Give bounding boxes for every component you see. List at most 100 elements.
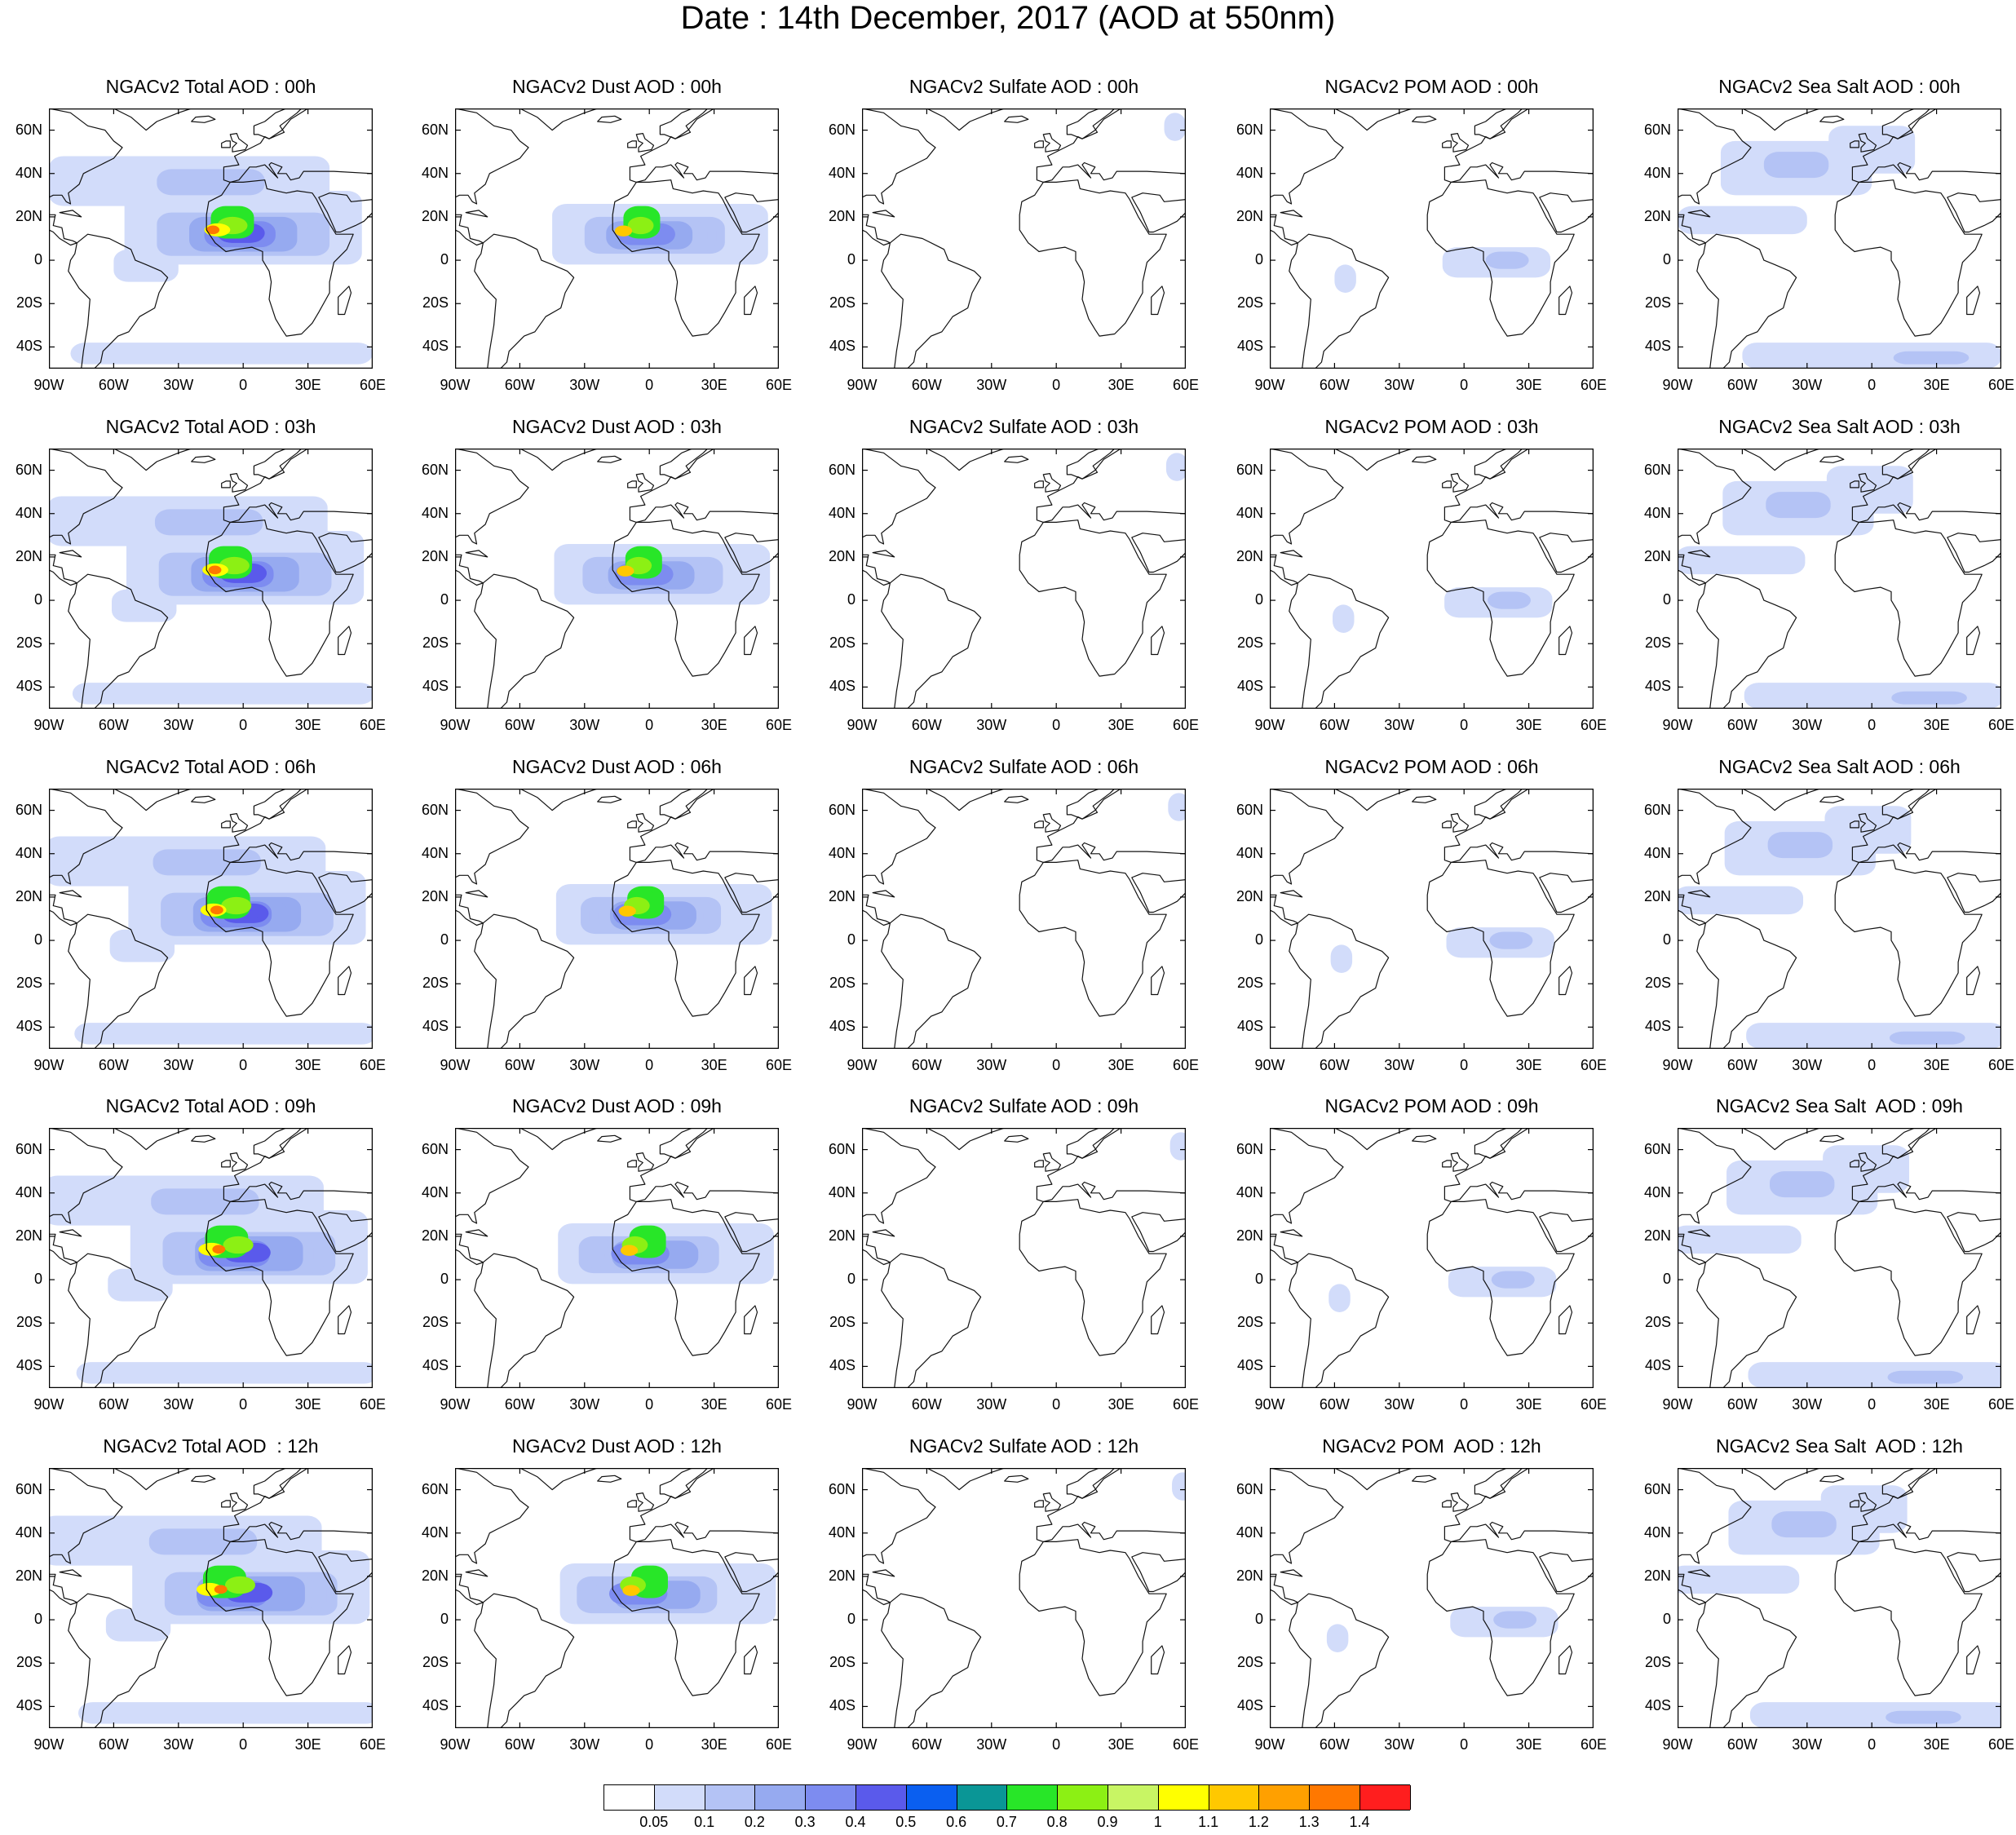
coastline-britain bbox=[229, 813, 249, 833]
aod-map bbox=[49, 449, 373, 709]
coastline-cuba bbox=[872, 550, 895, 558]
map-panel: NGACv2 Sea Salt AOD : 12h 60N 40N 20N 0 20S 40… bbox=[1629, 1435, 2016, 1769]
y-tick-label: 0 bbox=[847, 1611, 855, 1628]
aod-map bbox=[1678, 449, 2001, 709]
colorbar-label: 0.7 bbox=[996, 1814, 1017, 1830]
x-tick-label: 30W bbox=[1792, 1396, 1823, 1413]
panel-title: NGACv2 Dust AOD : 00h bbox=[512, 76, 722, 97]
colorbar-label: 0.5 bbox=[895, 1814, 917, 1830]
coastline-south-america bbox=[474, 233, 575, 369]
coastline-madagascar bbox=[744, 1305, 758, 1335]
coastline-europe bbox=[629, 1468, 779, 1543]
panel-title: NGACv2 Sea Salt AOD : 00h bbox=[1718, 76, 1961, 97]
coastline-greenland bbox=[1333, 789, 1413, 811]
coastline-greenland bbox=[1333, 449, 1413, 471]
coastline-central-america bbox=[1678, 554, 1707, 586]
colorbar: 0.05 0.1 0.2 0.3 0.4 0.5 0.6 0.7 0.8 0.9 1 1.1 1.2 1.… bbox=[603, 1784, 1411, 1835]
panel-title: NGACv2 Sulfate AOD : 06h bbox=[909, 756, 1139, 777]
map-panel: NGACv2 POM AOD : 12h 60N 40N 20N 0 20S 40S 90W 6… bbox=[1221, 1435, 1626, 1769]
y-tick-label: 20S bbox=[1644, 1654, 1671, 1671]
aod-contour-fill bbox=[117, 932, 167, 959]
coastline-europe bbox=[1443, 1128, 1594, 1203]
y-tick-label: 0 bbox=[1662, 251, 1671, 268]
y-tick-label: 20S bbox=[15, 1654, 42, 1671]
aod-contour-fill bbox=[1169, 455, 1186, 479]
coastline-central-america bbox=[1270, 1233, 1299, 1266]
y-tick-label: 0 bbox=[440, 591, 449, 608]
plot-frame bbox=[1678, 449, 2001, 709]
coastline-cuba bbox=[1687, 1569, 1711, 1577]
y-tick-label: 60N bbox=[15, 1140, 42, 1157]
y-tick-label: 40S bbox=[829, 1018, 855, 1035]
y-tick-label: 60N bbox=[828, 1480, 855, 1497]
coastline-south-america bbox=[474, 1593, 575, 1728]
coastline-ireland bbox=[221, 480, 231, 489]
panel-title: NGACv2 Dust AOD : 03h bbox=[512, 416, 722, 437]
y-tick-label: 40N bbox=[1643, 1523, 1671, 1541]
coastline-scandinavia bbox=[1881, 108, 1931, 139]
aod-contour-fill bbox=[1170, 795, 1186, 819]
aod-contour-fill bbox=[1835, 811, 1901, 849]
map-plot-area bbox=[455, 449, 779, 709]
coastline-madagascar bbox=[744, 1645, 758, 1675]
coastline-cuba bbox=[59, 550, 82, 558]
plot-frame bbox=[49, 789, 373, 1049]
plot-frame bbox=[455, 1128, 779, 1388]
coastline-south-america bbox=[474, 573, 575, 709]
x-tick-label: 30E bbox=[1107, 377, 1134, 393]
aod-contour-fill bbox=[168, 511, 250, 533]
aod-map bbox=[1678, 789, 2001, 1049]
coastline-south-america bbox=[881, 1593, 982, 1728]
coastline-central-america bbox=[862, 554, 891, 586]
y-tick-label: 20S bbox=[829, 294, 855, 312]
x-tick-label: 60E bbox=[1987, 1396, 2015, 1413]
coastline-south-america bbox=[881, 573, 982, 709]
coastline-europe bbox=[1036, 789, 1186, 864]
coastline-europe bbox=[1443, 449, 1594, 524]
plot-frame bbox=[862, 108, 1186, 369]
x-tick-label: 30W bbox=[1792, 1057, 1823, 1073]
y-tick-label: 20S bbox=[1236, 1654, 1263, 1671]
panel-title: NGACv2 Sulfate AOD : 03h bbox=[909, 416, 1139, 437]
y-tick-label: 0 bbox=[440, 931, 449, 948]
map-panel: NGACv2 Sea Salt AOD : 09h 60N 40N 20N 0 20S 40… bbox=[1629, 1095, 2016, 1429]
y-tick-label: 60N bbox=[15, 121, 42, 138]
x-tick-label: 0 bbox=[1052, 1736, 1061, 1753]
aod-map bbox=[862, 1128, 1186, 1388]
x-tick-label: 90W bbox=[440, 1736, 471, 1753]
y-tick-label: 40S bbox=[829, 1357, 855, 1374]
panel-title: NGACv2 Sea Salt AOD : 12h bbox=[1716, 1435, 1963, 1457]
x-tick-label: 30E bbox=[1923, 717, 1950, 733]
y-tick-label: 20N bbox=[15, 547, 42, 564]
x-tick-label: 60W bbox=[98, 717, 129, 733]
x-tick-label: 60E bbox=[1172, 1057, 1200, 1073]
coastline-south-america bbox=[474, 1253, 575, 1388]
x-tick-label: 90W bbox=[33, 1396, 64, 1413]
map-panel: NGACv2 Dust AOD : 12h 60N 40N 20N 0 20S 40S 90W… bbox=[406, 1435, 811, 1769]
y-tick-label: 40S bbox=[1236, 1697, 1263, 1714]
y-tick-label: 20N bbox=[15, 1567, 42, 1584]
coastline-madagascar bbox=[744, 285, 758, 316]
aod-map bbox=[862, 449, 1186, 709]
y-tick-label: 0 bbox=[1254, 591, 1263, 608]
y-tick-label: 40S bbox=[1236, 338, 1263, 355]
coastline-europe bbox=[1036, 1468, 1186, 1543]
y-tick-label: 40S bbox=[1236, 1018, 1263, 1035]
y-tick-label: 20S bbox=[15, 294, 42, 312]
y-tick-label: 60N bbox=[15, 1480, 42, 1497]
aod-contour-fill bbox=[1894, 1712, 1952, 1723]
map-panel: NGACv2 Sulfate AOD : 00h 60N 40N 20N 0 20S 40S… bbox=[813, 76, 1218, 409]
y-tick-label: 40N bbox=[1643, 164, 1671, 181]
x-tick-label: 60E bbox=[1987, 717, 2015, 733]
coastline-europe bbox=[1851, 449, 2001, 524]
coastline-central-america bbox=[455, 894, 484, 926]
x-tick-label: 90W bbox=[1662, 1396, 1693, 1413]
coastline-iceland bbox=[191, 455, 216, 463]
coastline-africa bbox=[206, 1539, 354, 1696]
plot-frame bbox=[1270, 1128, 1594, 1388]
coastline-iceland bbox=[1819, 1475, 1845, 1483]
coastline-north-america bbox=[1678, 449, 1752, 545]
y-tick-label: 40N bbox=[1643, 1183, 1671, 1200]
y-tick-label: 60N bbox=[828, 461, 855, 478]
coastline-ireland bbox=[1034, 480, 1044, 489]
